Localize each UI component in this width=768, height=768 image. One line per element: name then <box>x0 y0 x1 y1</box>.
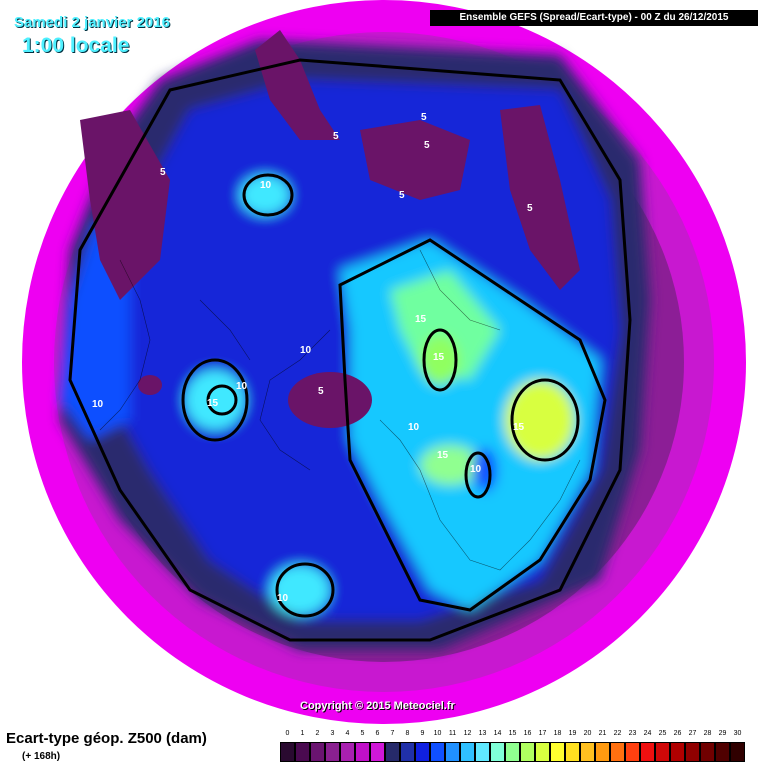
legend-swatch <box>595 742 610 762</box>
legend-swatch <box>670 742 685 762</box>
contour-label: 5 <box>527 203 533 214</box>
legend-swatch <box>475 742 490 762</box>
legend-swatch <box>535 742 550 762</box>
forecast-date: Samedi 2 janvier 2016 <box>14 14 170 31</box>
legend-tick-label: 4 <box>345 730 350 737</box>
legend-tick-label: 10 <box>433 730 442 737</box>
copyright: Copyright © 2015 Meteociel.fr <box>300 700 455 712</box>
legend-tick-label: 16 <box>523 730 532 737</box>
contour-label: 5 <box>399 190 405 201</box>
legend-colorbar <box>280 742 746 762</box>
contour-label: 15 <box>207 398 219 409</box>
legend-swatch <box>520 742 535 762</box>
legend-tick-label: 14 <box>493 730 502 737</box>
legend-tick-label: 17 <box>538 730 547 737</box>
legend-swatch <box>655 742 670 762</box>
spread-map: 5 5 5 5 5 5 5 10 10 10 10 10 10 10 15 15… <box>22 0 746 724</box>
legend-tick-label: 27 <box>688 730 697 737</box>
legend-swatch <box>610 742 625 762</box>
legend-swatch <box>430 742 445 762</box>
contour-label: 10 <box>277 593 289 604</box>
legend-swatch <box>295 742 310 762</box>
legend-swatch <box>715 742 730 762</box>
legend-tick-label: 12 <box>463 730 472 737</box>
contour-label: 5 <box>160 167 166 178</box>
legend-swatch <box>685 742 700 762</box>
low-spread-patches <box>80 30 580 428</box>
legend-tick-label: 20 <box>583 730 592 737</box>
model-run-label: Ensemble GEFS (Spread/Ecart-type) - 00 Z… <box>430 10 758 26</box>
legend-tick-label: 6 <box>375 730 380 737</box>
forecast-lead: (+ 168h) <box>22 751 61 762</box>
contour-label: 10 <box>260 180 272 191</box>
contour-label: 10 <box>236 381 248 392</box>
contour-labels: 5 5 5 5 5 5 5 10 10 10 10 10 10 10 15 15… <box>92 112 533 604</box>
legend-swatch <box>700 742 715 762</box>
legend-tick-label: 23 <box>628 730 637 737</box>
legend-tick-label: 19 <box>568 730 577 737</box>
legend-swatch <box>355 742 370 762</box>
legend-swatch <box>625 742 640 762</box>
legend-swatch <box>280 742 295 762</box>
legend-swatch <box>310 742 325 762</box>
contour-label: 15 <box>513 422 525 433</box>
legend-swatch <box>550 742 565 762</box>
contour-lines <box>68 58 632 642</box>
legend-swatch <box>325 742 340 762</box>
forecast-time: 1:00 locale <box>22 34 130 57</box>
legend-swatch <box>340 742 355 762</box>
legend-swatch <box>400 742 415 762</box>
contour-label: 5 <box>318 386 324 397</box>
legend-tick-label: 29 <box>718 730 727 737</box>
legend-swatch <box>505 742 520 762</box>
legend-tick-label: 0 <box>285 730 290 737</box>
contour-label: 10 <box>92 399 104 410</box>
legend-tick-label: 21 <box>598 730 607 737</box>
legend-swatch <box>415 742 430 762</box>
legend-tick-label: 13 <box>478 730 487 737</box>
contour-label: 10 <box>300 345 312 356</box>
legend-tick-label: 2 <box>315 730 320 737</box>
legend-ticks: 0 1 2 3 4 5 6 7 8 9 10 11 12 13 14 15 16 17 18 19 20 21 22 23 24… <box>280 730 746 740</box>
legend-tick-label: 15 <box>508 730 517 737</box>
contour-label: 10 <box>470 464 482 475</box>
legend-title: Ecart-type géop. Z500 (dam) <box>6 730 207 747</box>
legend-tick-label: 8 <box>405 730 410 737</box>
legend-swatch <box>445 742 460 762</box>
legend-tick-label: 7 <box>390 730 395 737</box>
legend-tick-label: 25 <box>658 730 667 737</box>
legend-swatch <box>580 742 595 762</box>
contour-label: 15 <box>415 314 427 325</box>
contour-label: 10 <box>408 422 420 433</box>
legend-tick-label: 26 <box>673 730 682 737</box>
legend-swatch <box>730 742 745 762</box>
legend-swatch <box>370 742 385 762</box>
legend-swatch <box>565 742 580 762</box>
legend-tick-label: 30 <box>733 730 742 737</box>
contour-label: 5 <box>333 131 339 142</box>
legend-tick-label: 18 <box>553 730 562 737</box>
legend-swatch <box>490 742 505 762</box>
legend-swatch <box>385 742 400 762</box>
legend-tick-label: 5 <box>360 730 365 737</box>
legend-swatch <box>640 742 655 762</box>
legend-tick-label: 11 <box>448 730 457 737</box>
contour-label: 5 <box>421 112 427 123</box>
legend-tick-label: 28 <box>703 730 712 737</box>
legend-swatch <box>460 742 475 762</box>
coastlines <box>99 249 581 571</box>
legend-tick-label: 3 <box>330 730 335 737</box>
legend-tick-label: 1 <box>300 730 305 737</box>
legend-tick-label: 9 <box>420 730 425 737</box>
contour-label: 5 <box>424 140 430 151</box>
legend-tick-label: 22 <box>613 730 622 737</box>
contour-label: 15 <box>433 352 445 363</box>
contour-label: 15 <box>437 450 449 461</box>
legend-tick-label: 24 <box>643 730 652 737</box>
